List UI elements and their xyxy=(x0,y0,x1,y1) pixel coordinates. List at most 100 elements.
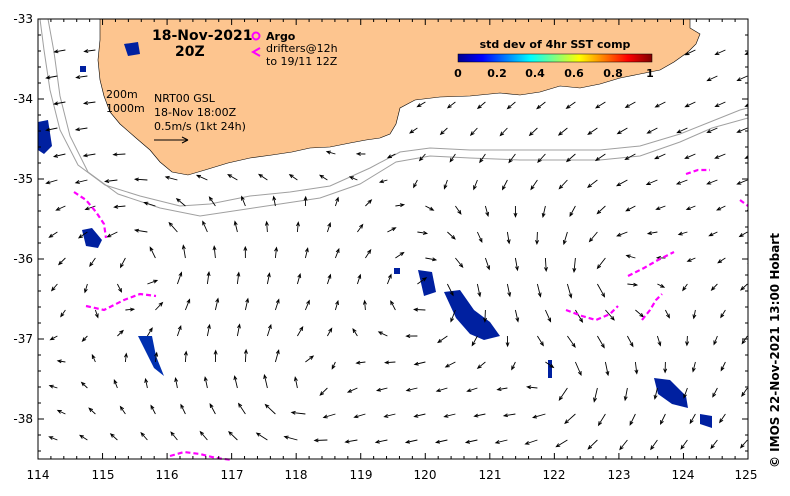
current-vector-arrow xyxy=(464,439,478,444)
current-vector-arrow xyxy=(501,179,508,191)
current-vector-arrow xyxy=(413,179,418,189)
current-vector-arrow xyxy=(575,309,584,323)
current-vector-arrow xyxy=(708,231,718,237)
current-vector-arrow xyxy=(150,404,156,415)
current-vector-arrow xyxy=(176,271,183,285)
current-vector-arrow xyxy=(565,101,576,109)
current-vector-arrow xyxy=(425,257,438,262)
current-vector-arrow xyxy=(476,361,486,370)
current-vector-arrow xyxy=(444,361,456,368)
product-label: NRT00 GSL xyxy=(154,92,216,105)
current-vector-arrow xyxy=(144,377,149,389)
current-vector-arrow xyxy=(113,379,118,389)
current-vector-arrow xyxy=(659,413,666,426)
current-vector-arrow xyxy=(502,413,516,418)
colorbar-tick-label: 1 xyxy=(646,67,654,80)
current-vector-arrow xyxy=(526,385,538,390)
current-vector-arrow xyxy=(288,173,298,181)
current-vector-arrow xyxy=(237,402,246,415)
current-vector-arrow xyxy=(655,205,666,211)
current-vector-arrow xyxy=(170,431,178,441)
current-vector-arrow xyxy=(236,323,241,337)
current-vector-arrow xyxy=(471,335,478,347)
current-vector-arrow xyxy=(747,262,748,264)
sst-patch xyxy=(444,290,500,340)
current-vector-arrow xyxy=(125,307,136,312)
current-vector-arrow xyxy=(313,438,328,443)
current-vector-arrow xyxy=(244,297,250,311)
current-vector-arrow xyxy=(654,101,666,108)
current-vector-arrow xyxy=(544,309,552,323)
current-vector-arrow xyxy=(446,283,454,297)
current-vector-arrow xyxy=(597,283,606,298)
current-vector-arrow xyxy=(665,309,670,319)
current-vector-arrow xyxy=(55,205,66,211)
current-vector-arrow xyxy=(322,413,336,419)
drifter-track xyxy=(85,292,157,312)
plot-frame xyxy=(37,18,749,460)
current-vector-arrow xyxy=(104,179,118,184)
current-vector-arrow xyxy=(736,75,748,81)
current-vector-arrow xyxy=(49,335,58,341)
current-vector-arrow xyxy=(473,413,486,418)
current-vectors xyxy=(45,49,756,451)
current-vector-arrow xyxy=(274,349,280,363)
current-vector-arrow xyxy=(624,153,636,161)
current-vector-arrow xyxy=(675,179,688,185)
current-vector-arrow xyxy=(449,153,456,163)
current-vector-arrow xyxy=(710,439,718,450)
current-vector-arrow xyxy=(416,101,426,108)
current-vector-arrow xyxy=(264,403,276,415)
current-vector-arrow xyxy=(625,254,636,259)
colorbar-tick-label: 0.8 xyxy=(603,67,623,80)
current-vector-arrow xyxy=(605,309,615,321)
current-vector-arrow xyxy=(77,231,88,239)
y-tick-label: -37 xyxy=(13,332,33,346)
sst-patch xyxy=(82,228,102,248)
current-vector-arrow xyxy=(595,101,606,109)
current-vector-arrow xyxy=(109,433,118,441)
current-vector-arrow xyxy=(274,298,280,311)
current-vector-arrow xyxy=(587,127,598,136)
current-vector-arrow xyxy=(750,310,756,317)
current-vector-arrow xyxy=(147,327,153,337)
current-vector-arrow xyxy=(535,231,540,246)
current-vector-arrow xyxy=(183,350,188,363)
current-vector-arrow xyxy=(352,328,358,337)
current-vector-arrow xyxy=(706,127,718,133)
current-vector-arrow xyxy=(174,376,179,389)
current-vector-arrow xyxy=(712,387,718,398)
current-vector-arrow xyxy=(365,248,372,259)
colorbar-tick-label: 0.6 xyxy=(564,67,584,80)
current-vector-arrow xyxy=(537,153,546,164)
current-vector-arrow xyxy=(386,273,392,285)
current-vector-arrow xyxy=(744,51,748,55)
current-vector-arrow xyxy=(506,231,511,245)
current-vector-arrow xyxy=(466,387,478,393)
sst-patches xyxy=(38,42,712,428)
current-vector-arrow xyxy=(587,179,598,189)
current-vector-arrow xyxy=(684,101,696,108)
current-vector-arrow xyxy=(303,195,308,207)
current-vector-arrow xyxy=(450,309,456,323)
current-vector-arrow xyxy=(476,101,486,110)
current-vector-arrow xyxy=(684,49,696,56)
current-vector-arrow xyxy=(214,297,220,311)
current-vector-arrow xyxy=(505,335,510,348)
credit-text: © IMOS 22-Nov-2021 13:00 Hobart xyxy=(768,233,782,468)
current-vector-arrow xyxy=(437,335,448,344)
current-vector-arrow xyxy=(506,283,512,298)
current-vector-arrow xyxy=(656,335,662,347)
current-vector-arrow xyxy=(588,231,598,243)
x-tick-label: 117 xyxy=(221,468,244,482)
current-vector-arrow xyxy=(202,220,208,233)
x-tick-label: 118 xyxy=(285,468,308,482)
current-vector-arrow xyxy=(405,387,418,392)
current-vector-arrow xyxy=(566,283,573,299)
current-vector-arrow xyxy=(682,283,688,292)
current-vector-arrow xyxy=(348,176,358,181)
colorbar xyxy=(457,53,653,63)
current-vector-arrow xyxy=(625,205,636,212)
current-vector-arrow xyxy=(57,257,66,266)
current-vector-arrow xyxy=(750,362,756,370)
